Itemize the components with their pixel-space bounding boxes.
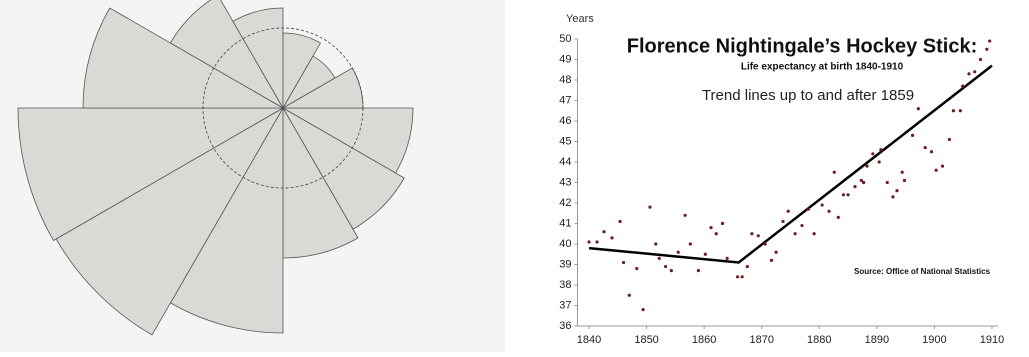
- data-point: [684, 214, 687, 217]
- data-point: [750, 232, 753, 235]
- y-tick-label: 45: [559, 135, 571, 147]
- data-point: [807, 208, 810, 211]
- chart-subtitle: Life expectancy at birth 1840-1910: [741, 62, 904, 73]
- data-point: [886, 181, 889, 184]
- data-point: [842, 193, 845, 196]
- data-point: [952, 109, 955, 112]
- data-point: [622, 261, 625, 264]
- annotation: Trend lines up to and after 1859: [702, 87, 914, 104]
- data-point: [664, 265, 667, 268]
- y-tick-label: 40: [559, 238, 571, 250]
- data-point: [757, 234, 760, 237]
- x-tick-label: 1900: [922, 334, 946, 346]
- data-point: [865, 165, 868, 168]
- y-tick-label: 38: [559, 279, 571, 291]
- data-point: [935, 169, 938, 172]
- data-point: [781, 220, 784, 223]
- data-point: [846, 193, 849, 196]
- data-point: [642, 308, 645, 311]
- data-point: [903, 179, 906, 182]
- data-point: [670, 269, 673, 272]
- data-point: [689, 242, 692, 245]
- page: Years Florence Nightingale’s Hockey Stic…: [0, 0, 1029, 357]
- data-point: [878, 160, 881, 163]
- y-tick-label: 37: [559, 299, 571, 311]
- data-point: [911, 134, 914, 137]
- y-tick-label: 41: [559, 217, 571, 229]
- x-tick-label: 1890: [865, 334, 889, 346]
- data-point: [979, 58, 982, 61]
- source-note: Source: Office of National Statistics: [854, 267, 991, 276]
- data-point: [917, 107, 920, 110]
- figure: Years Florence Nightingale’s Hockey Stic…: [0, 0, 1029, 352]
- x-tick-label: 1870: [749, 334, 773, 346]
- data-point: [628, 294, 631, 297]
- data-point: [602, 230, 605, 233]
- chart-title: Florence Nightingale’s Hockey Stick:: [627, 35, 977, 57]
- data-point: [871, 152, 874, 155]
- data-point: [967, 72, 970, 75]
- data-point: [985, 48, 988, 51]
- data-point: [697, 269, 700, 272]
- y-tick-label: 36: [559, 320, 571, 332]
- y-tick-label: 48: [559, 74, 571, 86]
- y-tick-label: 43: [559, 176, 571, 188]
- x-tick-label: 1880: [807, 334, 831, 346]
- data-point: [610, 236, 613, 239]
- data-point: [924, 146, 927, 149]
- data-point: [813, 232, 816, 235]
- data-point: [948, 138, 951, 141]
- data-point: [721, 222, 724, 225]
- data-point: [677, 251, 680, 254]
- data-point: [587, 240, 590, 243]
- data-point: [959, 109, 962, 112]
- y-tick-label: 49: [559, 53, 571, 65]
- data-point: [895, 189, 898, 192]
- data-point: [654, 242, 657, 245]
- data-point: [658, 257, 661, 260]
- data-point: [891, 195, 894, 198]
- data-point: [821, 203, 824, 206]
- data-point: [879, 148, 882, 151]
- data-point: [715, 232, 718, 235]
- y-tick-label: 46: [559, 115, 571, 127]
- y-axis-label: Years: [566, 13, 594, 25]
- data-point: [726, 257, 729, 260]
- data-point: [736, 275, 739, 278]
- data-point: [941, 165, 944, 168]
- data-point: [746, 265, 749, 268]
- x-tick-label: 1840: [577, 334, 601, 346]
- data-point: [775, 251, 778, 254]
- data-point: [709, 226, 712, 229]
- data-point: [770, 259, 773, 262]
- data-point: [833, 171, 836, 174]
- data-point: [988, 39, 991, 42]
- y-tick-label: 39: [559, 258, 571, 270]
- data-point: [961, 85, 964, 88]
- data-point: [800, 224, 803, 227]
- data-point: [853, 185, 856, 188]
- data-point: [794, 232, 797, 235]
- y-tick-label: 44: [559, 156, 571, 168]
- data-point: [787, 210, 790, 213]
- y-tick-label: 50: [559, 33, 571, 45]
- data-point: [930, 150, 933, 153]
- data-point: [618, 220, 621, 223]
- data-point: [595, 240, 598, 243]
- x-tick-label: 1860: [692, 334, 716, 346]
- y-tick-label: 42: [559, 197, 571, 209]
- data-point: [827, 210, 830, 213]
- y-tick-label: 47: [559, 94, 571, 106]
- data-point: [862, 181, 865, 184]
- x-tick-label: 1850: [634, 334, 658, 346]
- data-point: [837, 216, 840, 219]
- data-point: [973, 70, 976, 73]
- data-point: [704, 253, 707, 256]
- data-point: [764, 242, 767, 245]
- data-point: [741, 275, 744, 278]
- x-tick-label: 1910: [980, 334, 1004, 346]
- data-point: [648, 206, 651, 209]
- data-point: [635, 267, 638, 270]
- data-point: [901, 171, 904, 174]
